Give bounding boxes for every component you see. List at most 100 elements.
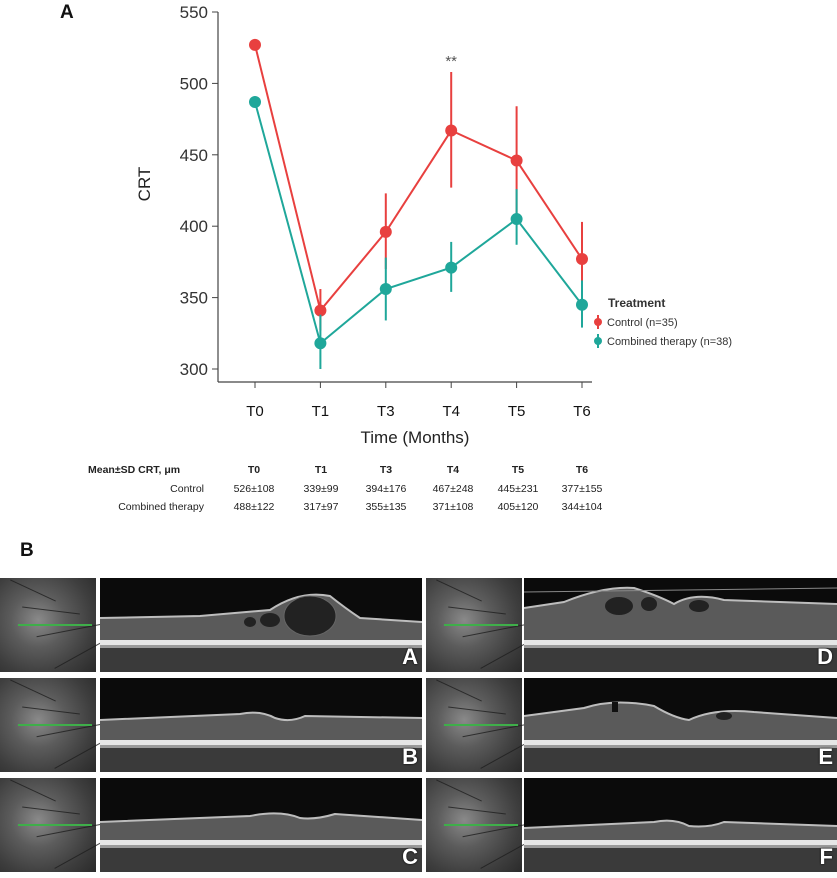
table-cell: 467±248 <box>432 483 474 495</box>
legend-swatch-dot <box>594 318 602 326</box>
data-point <box>314 337 327 350</box>
x-tick-label: T1 <box>312 403 330 420</box>
retinal-vessel <box>22 606 80 615</box>
table-header-cell: T1 <box>314 464 328 476</box>
legend-swatch-dot <box>594 337 602 345</box>
fundus-image <box>426 778 546 872</box>
retinal-vessel <box>10 579 56 602</box>
oct-image-label: E <box>818 744 833 769</box>
table-cell: 344±104 <box>561 501 603 513</box>
fundus-image <box>0 578 120 672</box>
scan-line <box>18 624 92 626</box>
oct-image-label: D <box>817 644 833 669</box>
retinal-vessel <box>22 706 80 715</box>
oct-bscan-image: C <box>100 778 422 872</box>
legend-title: Treatment <box>608 296 665 310</box>
oct-bscan-drawing <box>100 578 422 672</box>
y-tick-label: 350 <box>180 289 208 308</box>
oct-image-label: F <box>819 844 833 869</box>
oct-bscan-drawing <box>100 678 422 772</box>
data-point <box>576 253 588 266</box>
data-point <box>379 225 392 238</box>
retinal-vessel <box>10 779 56 802</box>
oct-bscan-image: F <box>524 778 837 872</box>
series-line <box>254 44 583 313</box>
series-0 <box>249 38 588 331</box>
legend: Treatment Control (n=35) Combined therapy… <box>594 296 732 348</box>
data-point <box>249 38 261 51</box>
data-point <box>510 213 523 226</box>
crt-line-chart: 300 350 400 450 500 550 T0 T1 T3 T4 T5 T6 CRT Time… <box>135 3 732 447</box>
oct-bscan-drawing <box>524 778 837 872</box>
retinal-vessel <box>448 606 506 615</box>
table-cell: 394±176 <box>365 483 407 495</box>
x-tick-label: T6 <box>573 403 591 420</box>
table-row-label: Combined therapy <box>118 501 204 513</box>
x-tick-label: T5 <box>508 403 526 420</box>
data-point <box>249 95 261 108</box>
y-tick-label: 400 <box>180 217 208 236</box>
x-tick-label: T3 <box>377 403 395 420</box>
series-1 <box>249 95 588 369</box>
retinal-vessel <box>22 806 80 815</box>
y-ticks: 300 350 400 450 500 550 <box>180 3 218 379</box>
y-tick-label: 550 <box>180 3 208 22</box>
table-header-cell: T6 <box>575 464 589 476</box>
retinal-vessel <box>448 806 506 815</box>
retinal-vessel <box>436 779 482 802</box>
fundus-image <box>426 678 546 772</box>
oct-bscan-image: D <box>524 578 837 672</box>
oct-image-label: A <box>402 644 418 669</box>
y-tick-label: 300 <box>180 360 208 379</box>
significance-marker: ** <box>445 53 457 70</box>
x-tick-label: T0 <box>246 403 264 420</box>
scan-line <box>444 624 518 626</box>
x-axis-title: Time (Months) <box>361 428 470 447</box>
table-row-label: Control <box>170 483 204 495</box>
y-tick-label: 450 <box>180 146 208 165</box>
y-axis-title: CRT <box>135 167 154 202</box>
oct-image-label: B <box>402 744 418 769</box>
table-cell: 445±231 <box>497 483 539 495</box>
series-line <box>254 101 583 346</box>
x-tick-label: T4 <box>442 403 460 420</box>
table-header-cell: T5 <box>511 464 525 476</box>
retinal-vessel <box>10 679 56 702</box>
table-cell: 355±135 <box>365 501 407 513</box>
data-point <box>576 298 588 311</box>
fundus-image <box>0 678 120 772</box>
scan-line <box>18 824 92 826</box>
table-cell: 488±122 <box>233 501 275 513</box>
y-tick-label: 500 <box>180 74 208 93</box>
scan-line <box>444 824 518 826</box>
oct-bscan-drawing <box>100 778 422 872</box>
fundus-image <box>0 778 120 872</box>
annotations: ** <box>445 53 457 70</box>
fundus-image <box>426 578 546 672</box>
data-point <box>510 154 523 167</box>
oct-bscan-image: E <box>524 678 837 772</box>
table-cell: 377±155 <box>561 483 603 495</box>
table-header-cell: T4 <box>446 464 460 476</box>
table-cell: 339±99 <box>303 483 339 495</box>
table-header-label: Mean±SD CRT, μm <box>88 464 181 476</box>
oct-bscan-drawing <box>524 678 837 772</box>
table-cell: 526±108 <box>233 483 275 495</box>
oct-bscan-drawing <box>524 578 837 672</box>
panel-a-label: A <box>60 2 74 23</box>
table-header-cell: T0 <box>247 464 261 476</box>
oct-bscan-image: A <box>100 578 422 672</box>
data-point <box>379 283 392 296</box>
table-cell: 317±97 <box>303 501 339 513</box>
table-cell: 405±120 <box>497 501 539 513</box>
table-cell: 371±108 <box>432 501 474 513</box>
retinal-vessel <box>448 706 506 715</box>
scan-line <box>444 724 518 726</box>
data-point <box>445 261 458 274</box>
oct-bscan-image: B <box>100 678 422 772</box>
data-point <box>314 304 327 317</box>
retinal-vessel <box>436 579 482 602</box>
oct-image-label: C <box>402 844 418 869</box>
retinal-vessel <box>436 679 482 702</box>
table-header-cell: T3 <box>379 464 393 476</box>
